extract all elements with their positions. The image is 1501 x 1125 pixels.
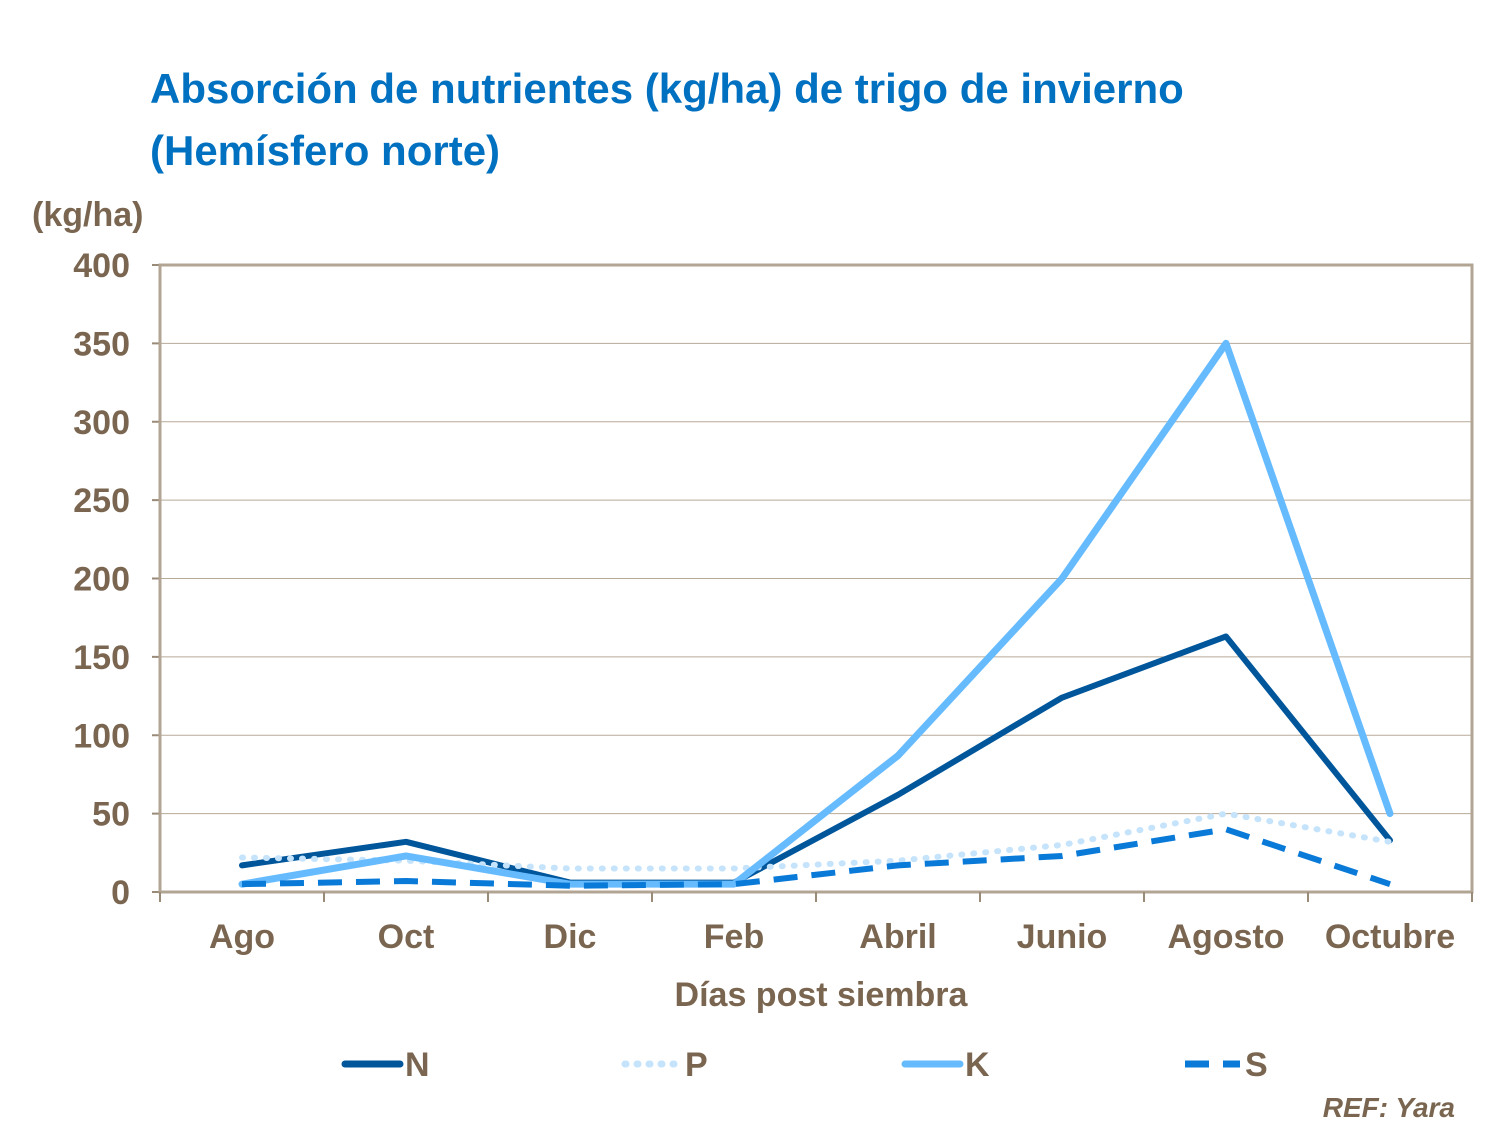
x-tick-label: Ago	[209, 918, 275, 956]
series-line-K	[238, 339, 1394, 888]
series-line-N	[239, 633, 1393, 886]
y-axis-label: (kg/ha)	[32, 196, 144, 234]
x-tick-label: Agosto	[1167, 918, 1284, 956]
x-tick-label: Oct	[378, 918, 435, 956]
legend-label-N: N	[405, 1046, 430, 1084]
chart-title: Absorción de nutrientes (kg/ha) de trigo…	[150, 65, 1184, 174]
series-line-S	[241, 826, 1391, 889]
y-tick-label: 100	[73, 717, 130, 755]
y-tick-label: 0	[111, 874, 130, 912]
x-axis-title: Días post siembra	[675, 976, 969, 1014]
legend-label-K: K	[965, 1046, 990, 1084]
x-tick-label: Feb	[704, 918, 764, 956]
legend-label-P: P	[685, 1046, 708, 1084]
y-tick-label: 50	[92, 796, 130, 834]
y-tick-label: 150	[73, 639, 130, 677]
x-tick-label: Dic	[544, 918, 597, 956]
x-tick-label: Abril	[859, 918, 936, 956]
x-tick-label: Junio	[1017, 918, 1108, 956]
y-tick-label: 350	[73, 325, 130, 363]
legend-label-S: S	[1245, 1046, 1268, 1084]
x-tick-label: Octubre	[1325, 918, 1455, 956]
y-tick-label: 400	[73, 247, 130, 285]
y-tick-label: 250	[73, 482, 130, 520]
y-tick-label: 300	[73, 404, 130, 442]
y-tick-label: 200	[73, 561, 130, 599]
reference-note: REF: Yara	[1322, 1092, 1455, 1123]
